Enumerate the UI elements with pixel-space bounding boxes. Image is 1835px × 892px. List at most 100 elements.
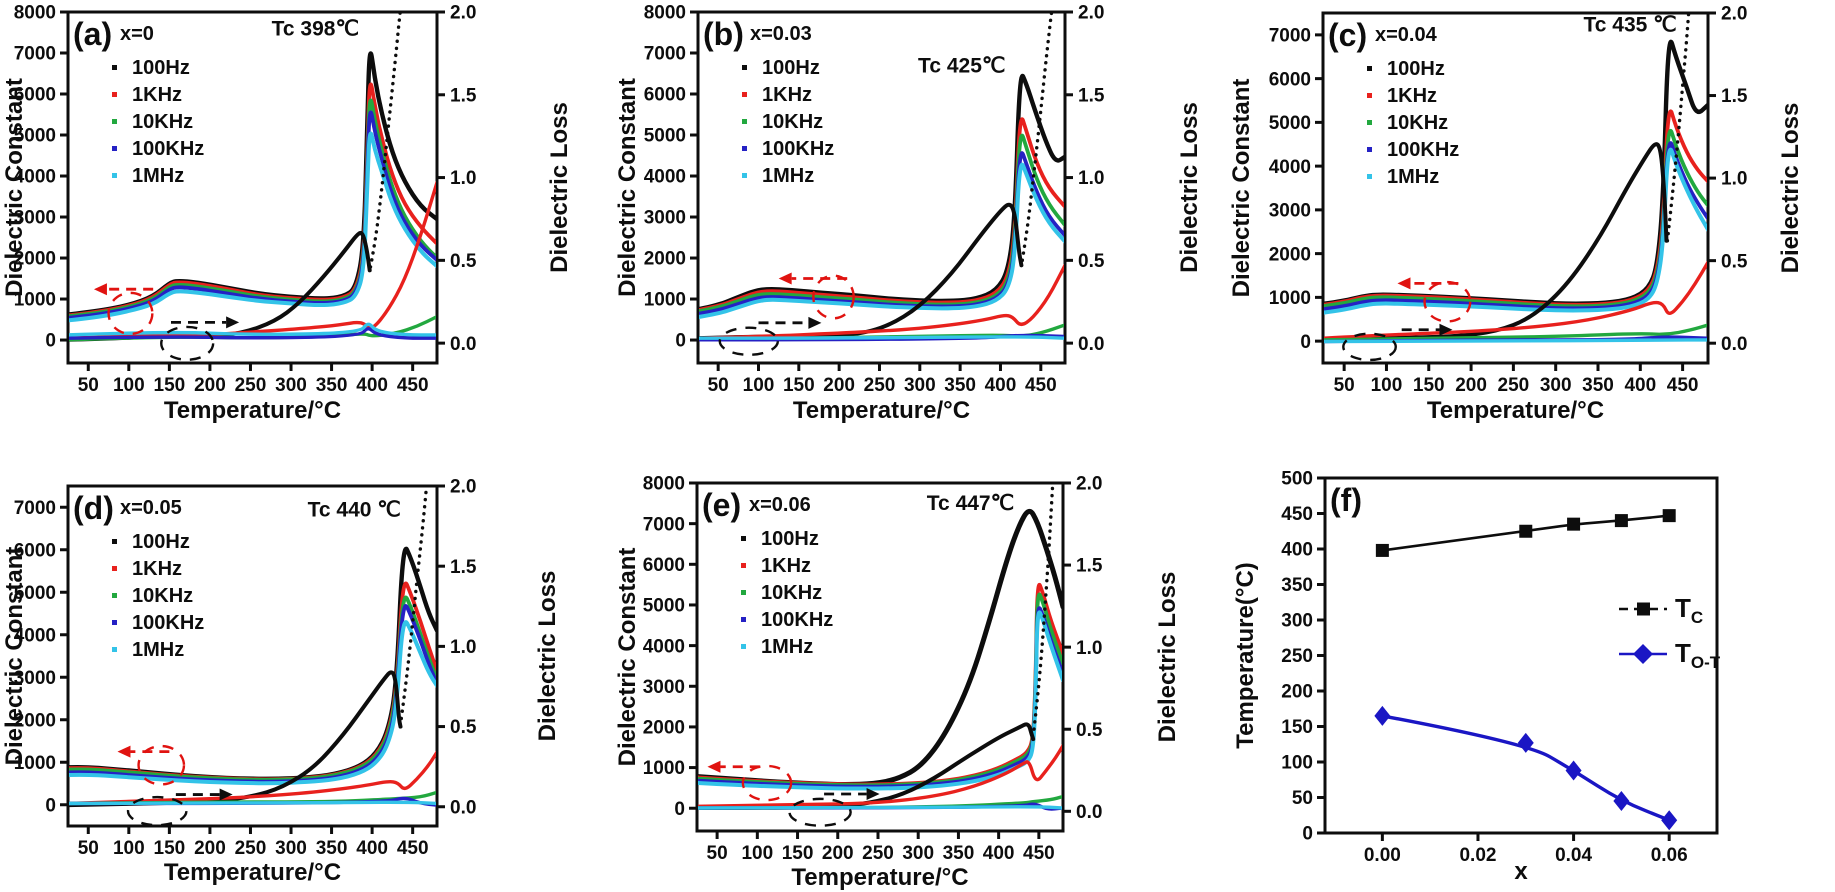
left-axis-arrow-icon: [117, 745, 131, 758]
panel-d: 50 100 150 200 250 300 350 400 450 Temperature/°C…: [0, 446, 611, 892]
right-axis-title: Dielectric Loss: [1777, 103, 1804, 274]
plot-frame: [66, 10, 439, 365]
series-layer: [69, 13, 436, 342]
panel-letter: (c): [1328, 17, 1367, 53]
marker-square: [1519, 524, 1533, 538]
x-tick-label: 200: [194, 838, 226, 859]
series-c-loss-10KHz: [1324, 323, 1707, 342]
right-tick-label: 0.0: [450, 334, 476, 355]
composition-label: x=0: [120, 23, 154, 45]
legend-marker-dot: [742, 92, 747, 97]
left-tick-label: 8000: [14, 3, 56, 24]
left-tick-label: 7000: [643, 514, 685, 535]
series-b-loss-1MHz: [699, 335, 1064, 340]
right-tick-label: 1.0: [450, 168, 476, 189]
series-d-eps-10KHz: [69, 595, 436, 782]
legend-label: 100Hz: [1387, 58, 1445, 80]
legend-marker-dot: [1367, 147, 1372, 152]
x-tick-label: 150: [154, 838, 186, 859]
left-tick-label: 1000: [644, 290, 686, 311]
legend-marker-dot: [112, 65, 117, 70]
left-tick-label: 4000: [14, 167, 56, 188]
legend-label: 100KHz: [132, 612, 204, 634]
legend-marker-dot: [741, 536, 746, 541]
legend-label: 100KHz: [761, 609, 833, 631]
right-tick-label: 1.0: [1078, 168, 1104, 189]
legend-marker-dot: [112, 620, 117, 625]
legend-marker-dot: [112, 539, 117, 544]
left-tick-label: 7000: [644, 44, 686, 65]
legend-marker-dot: [741, 617, 746, 622]
right-axis-title: Dielectric Loss: [1154, 572, 1181, 743]
legend-label: 100KHz: [132, 138, 204, 160]
series-a-loss-100Hz-steep: [368, 13, 402, 269]
legend-label: 100KHz: [1387, 139, 1459, 161]
loss-axis-indicator-ellipse: [718, 326, 780, 356]
x-axis-title: Temperature/°C: [164, 859, 341, 886]
left-axis-title: Dielectric Constant: [1, 78, 28, 297]
left-tick-label: 3000: [643, 677, 685, 698]
x-tick-label: 200: [1455, 375, 1487, 396]
x-tick-label: 300: [902, 843, 934, 864]
left-axis-title: Temperature(°C): [1232, 562, 1259, 749]
legend-marker-dot: [1367, 120, 1372, 125]
legend-marker-dot: [1367, 93, 1372, 98]
left-tick-label: 2000: [644, 249, 686, 270]
x-tick-label: 250: [235, 375, 267, 396]
right-tick-label: 0.0: [1721, 334, 1747, 355]
left-tick-label: 4000: [644, 167, 686, 188]
series-c-eps-100Hz: [1324, 39, 1707, 306]
right-axis-arrow-icon: [219, 788, 233, 801]
panel-c: 50 100 150 200 250 300 350 400 450 Temperature/°C…: [1223, 0, 1835, 446]
chart-f: 0.00 0.02 0.04 0.06 x 0 50 100 150 200 250 300 350 40…: [1232, 469, 1721, 885]
legend-label: 10KHz: [761, 582, 822, 604]
left-tick-label: 2000: [14, 710, 56, 731]
series-b-eps-1MHz: [699, 162, 1064, 319]
constant-axis-indicator-ellipse: [741, 764, 793, 802]
loss-axis-indicator-ellipse: [788, 797, 852, 827]
series-e-eps-100KHz: [698, 606, 1062, 789]
x-tick-label: 100: [113, 838, 145, 859]
left-tick-label: 6000: [644, 85, 686, 106]
left-tick-label: 450: [1281, 504, 1313, 525]
marker-diamond: [1565, 760, 1582, 781]
tc-label: Tc 425℃: [918, 55, 1005, 78]
series-layer: [1324, 14, 1707, 344]
right-tick-label: 1.5: [1721, 86, 1748, 107]
left-tick-label: 6000: [14, 540, 56, 561]
left-axis-title: Dielectric Constant: [614, 78, 641, 297]
left-tick-label: 0: [1300, 332, 1311, 353]
left-tick-label: 3000: [14, 668, 56, 689]
right-tick-label: 2.0: [1076, 474, 1102, 495]
series-c-eps-1MHz: [1324, 147, 1707, 315]
legend-label: 1KHz: [132, 84, 182, 106]
x-tick-label: 350: [944, 375, 976, 396]
right-tick-label: 2.0: [450, 477, 476, 498]
x-tick-label: 50: [78, 838, 99, 859]
x-tick-label: 0.00: [1364, 845, 1401, 866]
x-tick-label: 250: [864, 375, 896, 396]
left-tick-label: 1000: [643, 758, 685, 779]
marker-diamond: [1517, 732, 1534, 753]
legend-label: 10KHz: [132, 585, 193, 607]
chart-d: 50 100 150 200 250 300 350 400 450 Temperature/°C…: [1, 477, 561, 886]
constant-axis-indicator-ellipse: [137, 744, 186, 786]
legend-label: 10KHz: [762, 111, 823, 133]
right-tick-label: 1.5: [1076, 556, 1103, 577]
series-a-eps-1MHz: [69, 131, 436, 323]
legend-label: 1MHz: [762, 165, 814, 187]
left-tick-label: 4000: [643, 636, 685, 657]
left-tick-label: 3000: [644, 208, 686, 229]
constant-axis-indicator-ellipse: [107, 291, 154, 336]
left-tick-label: 6000: [643, 555, 685, 576]
series-c-loss-100Hz-steep: [1665, 14, 1691, 243]
left-tick-label: 350: [1281, 575, 1313, 596]
loss-axis-indicator-ellipse: [160, 325, 215, 361]
series-c-loss-100Hz: [1324, 142, 1669, 342]
series-c-eps-10KHz: [1324, 129, 1707, 309]
series-layer: [698, 484, 1062, 811]
legend-marker-dot: [742, 65, 747, 70]
series-e-eps-10KHz: [698, 592, 1062, 788]
x-tick-label: 350: [1582, 375, 1614, 396]
left-tick-label: 5000: [643, 596, 685, 617]
